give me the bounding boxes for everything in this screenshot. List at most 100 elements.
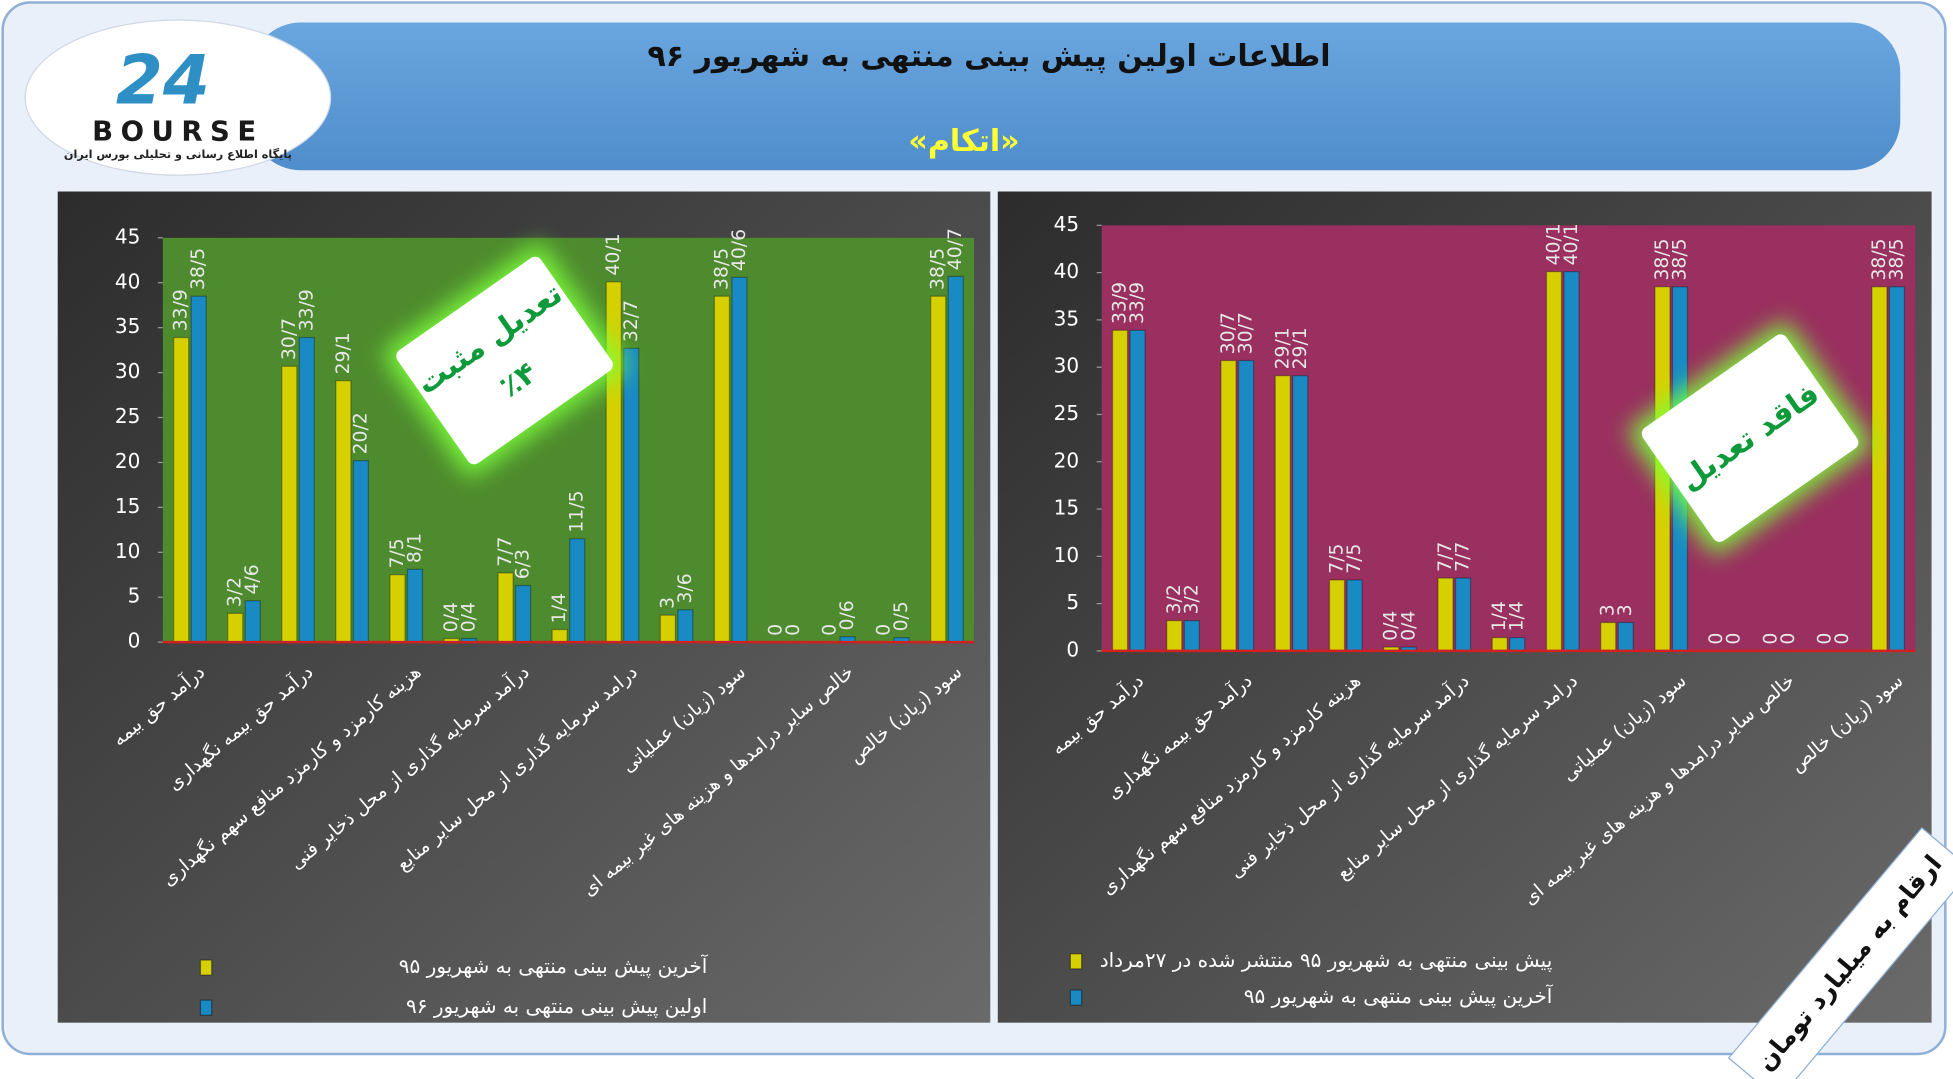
legend-marker xyxy=(1069,953,1083,970)
logo-number: 24 xyxy=(116,41,210,120)
header-band xyxy=(250,22,1901,171)
y-tick-label: 30 xyxy=(115,359,140,383)
y-tick-label: 0 xyxy=(128,629,141,653)
value-label: 1/4 xyxy=(1489,601,1510,631)
value-label: 38/5 xyxy=(188,248,209,290)
bar xyxy=(605,281,622,643)
value-label: 1/4 xyxy=(549,593,570,623)
value-label: 0 xyxy=(1815,633,1836,645)
value-label: 0/4 xyxy=(1381,611,1402,641)
value-label: 6/3 xyxy=(513,549,534,579)
bar xyxy=(173,336,190,643)
y-tick-label: 30 xyxy=(1054,354,1079,378)
value-label: 3/2 xyxy=(1181,584,1202,614)
value-label: 0 xyxy=(874,624,895,636)
value-label: 30/7 xyxy=(279,318,300,360)
y-tick-label: 15 xyxy=(115,494,140,518)
y-tick-label: 5 xyxy=(128,584,141,608)
value-label: 7/5 xyxy=(1327,544,1348,574)
value-label: 7/7 xyxy=(495,536,516,566)
value-label: 0/4 xyxy=(459,602,480,632)
annotation-box: تعدیل مثبت٪۴ xyxy=(384,244,626,477)
y-tick-label: 40 xyxy=(115,269,140,293)
bar xyxy=(1166,620,1183,652)
value-label: 3/6 xyxy=(675,573,696,603)
value-label: 3 xyxy=(1598,604,1619,616)
value-label: 38/5 xyxy=(1669,238,1690,280)
value-label: 7/5 xyxy=(1344,544,1365,574)
bar xyxy=(389,574,406,643)
value-label: 30/7 xyxy=(1236,312,1257,354)
value-label: 29/1 xyxy=(333,332,354,374)
value-label: 0 xyxy=(765,624,786,636)
value-label: 0/5 xyxy=(891,601,912,631)
value-label: 38/5 xyxy=(1652,238,1673,280)
value-label: 0 xyxy=(1832,633,1853,645)
value-label: 0 xyxy=(1724,633,1745,645)
logo-text: BOURSE xyxy=(92,116,264,148)
legend-marker xyxy=(1069,989,1083,1006)
value-label: 30/7 xyxy=(1218,312,1239,354)
bar xyxy=(406,568,424,643)
bar xyxy=(551,628,568,643)
value-label: 7/5 xyxy=(387,538,408,568)
legend-label: پیش بینی منتهی به شهریور ۹۵ منتشر شده در… xyxy=(1100,948,1553,973)
value-label: 7/7 xyxy=(1435,542,1456,572)
value-label: 40/1 xyxy=(1561,223,1582,265)
value-label: 32/7 xyxy=(621,300,642,342)
bar xyxy=(1129,329,1146,652)
bar xyxy=(1111,329,1129,652)
bar xyxy=(569,538,586,643)
bar xyxy=(1563,271,1580,652)
annotation-bg xyxy=(1641,334,1859,542)
value-label: 40/1 xyxy=(603,233,624,275)
bar xyxy=(1237,359,1255,652)
y-tick-label: 0 xyxy=(1066,637,1079,661)
y-tick-label: 45 xyxy=(115,224,140,248)
value-label: 38/5 xyxy=(928,248,949,290)
bar xyxy=(1346,579,1363,652)
value-label: 33/9 xyxy=(296,289,317,331)
y-tick-label: 20 xyxy=(115,449,140,473)
bar xyxy=(1871,286,1888,652)
value-label: 3/2 xyxy=(1164,584,1185,614)
value-label: 7/7 xyxy=(1453,542,1474,572)
y-tick-label: 40 xyxy=(1054,259,1079,283)
bar xyxy=(1220,359,1237,652)
value-label: 33/9 xyxy=(1110,282,1131,324)
value-label: 33/9 xyxy=(1127,282,1148,324)
value-label: 20/2 xyxy=(350,412,371,454)
bar xyxy=(1509,637,1526,652)
legend-label: آخرین پیش بینی منتهی به شهریور ۹۵ xyxy=(399,953,709,979)
value-label: 0 xyxy=(783,624,804,636)
value-label: 0 xyxy=(1706,633,1727,645)
value-label: 3/2 xyxy=(225,577,246,607)
bar xyxy=(1617,621,1634,652)
value-label: 40/1 xyxy=(1543,223,1564,265)
bar xyxy=(281,365,298,643)
value-label: 38/5 xyxy=(711,248,732,290)
value-label: 11/5 xyxy=(567,490,588,532)
value-label: 38/5 xyxy=(1869,238,1890,280)
legend-marker xyxy=(199,999,213,1016)
value-label: 3 xyxy=(1615,604,1636,616)
bar xyxy=(1545,271,1563,652)
bar xyxy=(623,347,640,643)
bar xyxy=(1437,577,1454,652)
bar xyxy=(514,584,532,643)
y-tick-label: 20 xyxy=(1054,448,1079,472)
bar xyxy=(713,295,731,643)
legend-marker xyxy=(199,959,213,976)
y-tick-label: 35 xyxy=(115,314,140,338)
y-tick-label: 35 xyxy=(1054,306,1079,330)
bar xyxy=(1454,577,1472,652)
subtitle: «اتکام» xyxy=(908,124,1019,159)
y-tick-label: 25 xyxy=(1054,401,1079,425)
logo-bg xyxy=(24,19,332,176)
y-tick-label: 5 xyxy=(1066,590,1079,614)
value-label: 40/6 xyxy=(729,229,750,271)
y-tick-label: 25 xyxy=(115,404,140,428)
title: اطلاعات اولین پیش بینی منتهی به شهریور ۹… xyxy=(647,39,1330,74)
value-label: 38/5 xyxy=(1886,238,1907,280)
bar xyxy=(731,276,748,643)
